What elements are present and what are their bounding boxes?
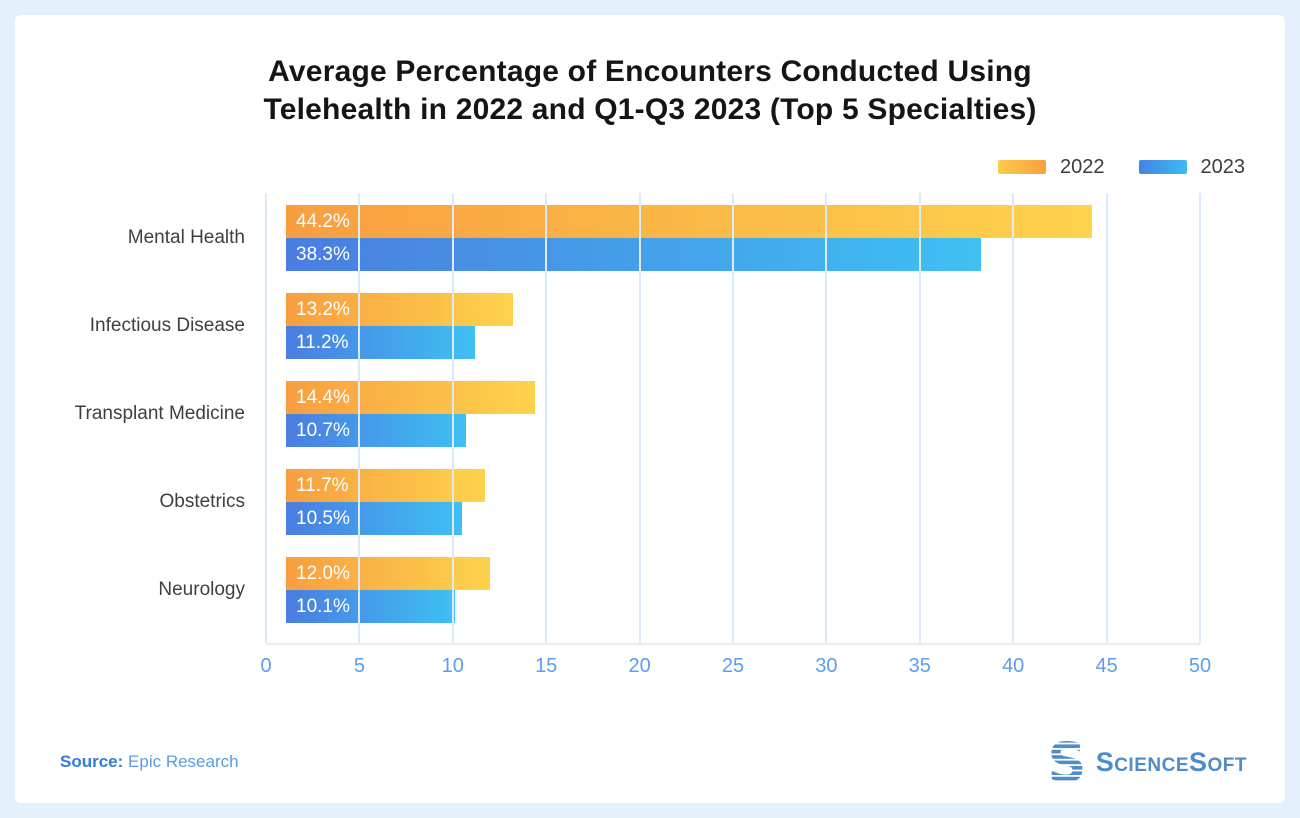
bar-value-label: 10.5% [296,507,350,529]
category-label: Neurology [158,579,245,600]
bar-2023-1: 11.2% [286,326,476,359]
source-note: Source: Epic Research [60,752,239,772]
bar-value-label: 11.7% [296,474,349,496]
legend-swatch-2023 [1138,160,1187,174]
bar-value-label: 10.7% [296,419,350,441]
sciencesoft-logo-icon: S [1045,739,1088,785]
bar-2023-3: 10.5% [286,502,463,535]
bar-groups: Mental Health 44.2% 38.3% Infectious Diseas… [75,193,1200,623]
sciencesoft-logo-text: ScienceSoft [1095,746,1247,777]
gridline-35 [918,193,921,643]
legend-label-2022: 2022 [1060,155,1105,178]
bar-value-label: 11.2% [296,331,349,353]
category-label: Mental Health [127,227,245,248]
bar-group-3: Obstetrics 11.7% 10.5% [159,469,1200,535]
gridline-20 [638,193,641,643]
bar-group-2: Transplant Medicine 14.4% 10.7% [75,381,1200,447]
chart-card: Average Percentage of Encounters Conduct… [15,15,1285,803]
sciencesoft-logo: S ScienceSoft [1045,739,1247,785]
x-tick-label-25: 25 [721,655,745,677]
legend: 2022 2023 [15,155,1245,179]
bar-value-label: 10.1% [296,595,350,617]
bar-value-label: 14.4% [296,386,350,408]
plot-area: Mental Health 44.2% 38.3% Infectious Diseas… [75,193,1201,645]
gridline-25 [732,193,734,643]
category-label: Infectious Disease [89,315,245,336]
x-tick-label-20: 20 [628,655,651,677]
gridline-45 [1105,193,1108,643]
category-label: Obstetrics [159,491,245,512]
x-tick-label-15: 15 [535,655,558,677]
bar-2022-0: 44.2% [286,205,1092,238]
legend-item-2023: 2023 [1138,155,1246,179]
chart-title-line2: Telehealth in 2022 and Q1-Q3 2023 (Top 5… [263,93,1037,126]
x-tick-label-50: 50 [1188,655,1212,677]
bar-value-label: 13.2% [296,298,350,320]
x-tick-label-5: 5 [353,655,365,677]
bar-group-0: Mental Health 44.2% 38.3% [128,205,1200,271]
gridline-30 [825,193,828,643]
x-tick-label-40: 40 [1002,655,1025,677]
bar-value-label: 12.0% [296,562,350,584]
source-value: Epic Research [128,752,239,771]
x-axis: 0 5 10 15 20 25 30 35 40 45 50 [260,655,1211,681]
bar-group-4: Neurology 12.0% 10.1% [158,557,1200,623]
gridline-15 [545,193,548,643]
legend-swatch-2022 [998,160,1046,174]
x-tick-label-10: 10 [441,655,464,677]
bar-2023-0: 38.3% [286,238,982,271]
gridline-40 [1012,193,1015,643]
gridline-50 [1199,193,1201,643]
bar-2023-4: 10.1% [286,590,455,623]
x-tick-label-0: 0 [260,655,272,677]
x-tick-label-30: 30 [815,655,838,677]
source-label: Source: [60,752,124,771]
legend-label-2023: 2023 [1200,155,1246,178]
x-tick-label-45: 45 [1095,655,1118,677]
bar-group-1: Infectious Disease 13.2% 11.2% [90,293,1200,359]
bar-2022-2: 14.4% [286,381,535,414]
x-tick-label-35: 35 [908,655,931,677]
chart-title-line1: Average Percentage of Encounters Conduct… [268,55,1032,88]
bar-2023-2: 10.7% [286,414,466,447]
legend-item-2022: 2022 [998,156,1105,179]
bar-2022-4: 12.0% [286,557,491,590]
footer: Source: Epic Research S [60,739,1247,785]
category-label: Transplant Medicine [74,403,245,424]
gridline-5 [358,193,361,643]
chart-title: Average Percentage of Encounters Conduct… [15,53,1285,129]
bar-value-label: 44.2% [296,210,350,232]
bar-2022-3: 11.7% [286,469,485,502]
bar-2022-1: 13.2% [286,293,513,326]
gridline-10 [451,193,454,643]
gridline-0 [265,193,267,643]
bar-value-label: 38.3% [296,243,350,265]
